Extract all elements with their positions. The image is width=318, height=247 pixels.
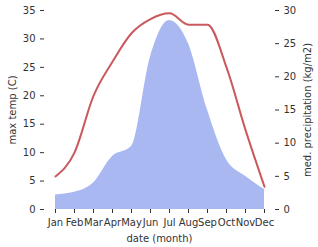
svg-text:Apr: Apr bbox=[104, 217, 122, 228]
svg-text:10: 10 bbox=[23, 147, 36, 158]
svg-text:0: 0 bbox=[29, 204, 35, 215]
svg-text:30: 30 bbox=[284, 5, 297, 16]
svg-text:max temp (C): max temp (C) bbox=[7, 75, 18, 144]
svg-text:10: 10 bbox=[284, 137, 297, 148]
svg-text:Mar: Mar bbox=[84, 217, 104, 228]
svg-text:5: 5 bbox=[29, 175, 35, 186]
svg-text:May: May bbox=[121, 217, 142, 228]
svg-text:med. precipitation (kg/m2): med. precipitation (kg/m2) bbox=[302, 43, 313, 177]
svg-text:35: 35 bbox=[23, 5, 36, 16]
svg-text:15: 15 bbox=[284, 104, 297, 115]
svg-text:20: 20 bbox=[23, 90, 36, 101]
svg-text:Jan: Jan bbox=[47, 217, 63, 228]
svg-text:Nov: Nov bbox=[236, 217, 256, 228]
svg-text:25: 25 bbox=[284, 38, 297, 49]
svg-text:20: 20 bbox=[284, 71, 297, 82]
svg-text:Aug: Aug bbox=[179, 217, 199, 228]
svg-text:0: 0 bbox=[284, 204, 290, 215]
svg-text:Oct: Oct bbox=[218, 217, 235, 228]
svg-text:5: 5 bbox=[284, 171, 290, 182]
svg-text:Jul: Jul bbox=[162, 217, 175, 228]
svg-text:15: 15 bbox=[23, 118, 36, 129]
svg-text:Dec: Dec bbox=[255, 217, 274, 228]
svg-text:30: 30 bbox=[23, 33, 36, 44]
svg-text:Jun: Jun bbox=[142, 217, 159, 228]
svg-text:date (month): date (month) bbox=[127, 233, 193, 244]
svg-text:Feb: Feb bbox=[66, 217, 84, 228]
svg-text:25: 25 bbox=[23, 62, 36, 73]
svg-text:Sep: Sep bbox=[198, 217, 217, 228]
